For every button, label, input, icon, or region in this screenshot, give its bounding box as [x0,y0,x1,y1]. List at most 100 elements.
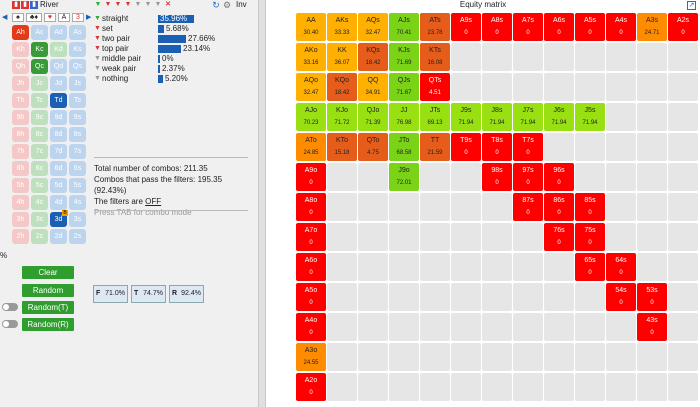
empty-cell[interactable] [389,193,419,221]
empty-cell[interactable] [482,343,512,371]
empty-cell[interactable] [451,193,481,221]
empty-cell[interactable] [668,193,698,221]
empty-cell[interactable] [668,253,698,281]
filter-row[interactable]: ▼ weak pair 2.37% [94,64,254,74]
filter-icon[interactable]: ▼ [94,1,102,8]
empty-cell[interactable] [513,343,543,371]
hand-cell-j8s[interactable]: J8s 71.94 [482,103,512,131]
empty-cell[interactable] [606,43,636,71]
empty-cell[interactable] [575,313,605,341]
empty-cell[interactable] [575,373,605,401]
empty-cell[interactable] [420,253,450,281]
empty-cell[interactable] [668,283,698,311]
card-7d[interactable]: 7d [50,144,67,159]
card-qh[interactable]: Qh [12,59,29,74]
hand-cell-j9o[interactable]: J9o 72.01 [389,163,419,191]
hand-cell-j5s[interactable]: J5s 71.94 [575,103,605,131]
empty-cell[interactable] [668,373,698,401]
card-5c[interactable]: 5c [31,178,48,193]
empty-cell[interactable] [575,343,605,371]
hand-cell-a6s[interactable]: A6s 0 [544,13,574,41]
filter-icon[interactable]: ▼ [134,1,142,8]
filter-row[interactable]: ▼ top pair 23.14% [94,44,254,54]
card-qc[interactable]: Qc [31,59,48,74]
empty-cell[interactable] [451,373,481,401]
hand-cell-98s[interactable]: 98s 0 [482,163,512,191]
hand-cell-kk[interactable]: KK 36.07 [327,43,357,71]
hand-cell-87s[interactable]: 87s 0 [513,193,543,221]
hand-cell-76s[interactable]: 76s 0 [544,223,574,251]
hand-cell-54s[interactable]: 54s 0 [606,283,636,311]
empty-cell[interactable] [389,283,419,311]
empty-cell[interactable] [513,373,543,401]
suit-box[interactable]: ♣♦ [26,13,42,22]
empty-cell[interactable] [451,343,481,371]
filter-icon[interactable]: ▼ [124,1,132,8]
empty-cell[interactable] [327,373,357,401]
empty-cell[interactable] [544,313,574,341]
empty-cell[interactable] [389,343,419,371]
card-ts[interactable]: Ts [69,93,86,108]
empty-cell[interactable] [482,253,512,281]
empty-cell[interactable] [606,193,636,221]
card-4s[interactable]: 4s [69,195,86,210]
empty-cell[interactable] [668,73,698,101]
board-card-icon[interactable]: ▮ [12,1,20,9]
card-8c[interactable]: 8c [31,127,48,142]
hand-cell-86s[interactable]: 86s 0 [544,193,574,221]
card-8h[interactable]: 8h [12,127,29,142]
hand-cell-aa[interactable]: AA 30.40 [296,13,326,41]
board-card-icon[interactable]: ▮ [30,1,38,9]
next-arrow-icon[interactable]: ▶ [86,14,92,21]
empty-cell[interactable] [544,283,574,311]
hand-cell-a8s[interactable]: A8s 0 [482,13,512,41]
card-6s[interactable]: 6s [69,161,86,176]
empty-cell[interactable] [451,223,481,251]
hand-cell-a3o[interactable]: A3o 24.55 [296,343,326,371]
card-4d[interactable]: 4d [50,195,67,210]
hand-cell-65s[interactable]: 65s 0 [575,253,605,281]
empty-cell[interactable] [575,163,605,191]
card-js[interactable]: Js [69,76,86,91]
card-5h[interactable]: 5h [12,178,29,193]
empty-cell[interactable] [420,283,450,311]
empty-cell[interactable] [606,103,636,131]
empty-cell[interactable] [637,73,667,101]
hand-cell-kjo[interactable]: KJo 71.72 [327,103,357,131]
empty-cell[interactable] [420,193,450,221]
empty-cell[interactable] [420,343,450,371]
empty-cell[interactable] [358,253,388,281]
card-4h[interactable]: 4h [12,195,29,210]
empty-cell[interactable] [327,313,357,341]
empty-cell[interactable] [606,133,636,161]
empty-cell[interactable] [420,163,450,191]
random-t-button[interactable]: Random(T) [22,301,74,314]
random-r-button[interactable]: Random(R) [22,318,74,331]
filter-row[interactable]: ▼ set 5.68% [94,24,254,34]
hand-cell-qto[interactable]: QTo 4.75 [358,133,388,161]
hand-cell-t7s[interactable]: T7s 0 [513,133,543,161]
card-7h[interactable]: 7h [12,144,29,159]
empty-cell[interactable] [575,43,605,71]
gear-icon[interactable]: ⚙ [222,0,232,10]
empty-cell[interactable] [668,43,698,71]
card-8d[interactable]: 8d [50,127,67,142]
hand-cell-t9s[interactable]: T9s 0 [451,133,481,161]
filter-icon[interactable]: ▼ [94,25,101,32]
hand-cell-j6s[interactable]: J6s 71.94 [544,103,574,131]
hand-cell-kto[interactable]: KTo 15.18 [327,133,357,161]
empty-cell[interactable] [327,253,357,281]
empty-cell[interactable] [327,223,357,251]
empty-cell[interactable] [606,373,636,401]
empty-cell[interactable] [482,313,512,341]
empty-cell[interactable] [358,373,388,401]
empty-cell[interactable] [544,133,574,161]
empty-cell[interactable] [637,103,667,131]
hand-cell-kqs[interactable]: KQs 18.42 [358,43,388,71]
empty-cell[interactable] [637,253,667,281]
hand-cell-ato[interactable]: ATo 24.85 [296,133,326,161]
empty-cell[interactable] [637,133,667,161]
empty-cell[interactable] [420,313,450,341]
hand-cell-kts[interactable]: KTs 16.08 [420,43,450,71]
card-as[interactable]: As [69,25,86,40]
